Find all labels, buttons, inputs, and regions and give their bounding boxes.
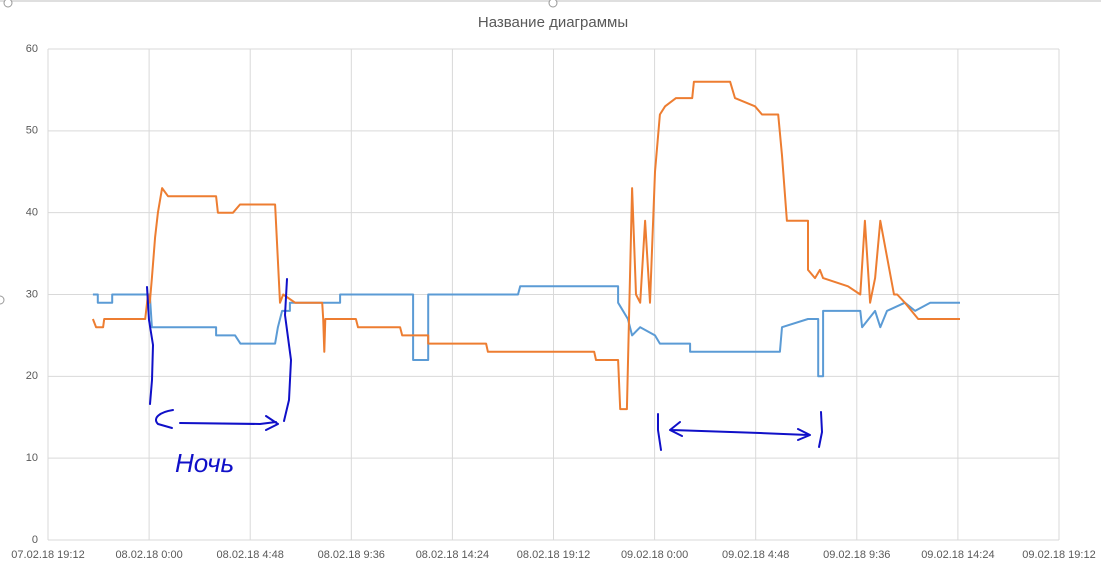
x-tick-label: 08.02.18 14:24	[416, 549, 489, 561]
hand-drawing: Ночь	[146, 278, 823, 478]
annotation: Ночь	[175, 448, 234, 478]
x-tick-label: 09.02.18 4:48	[722, 549, 789, 561]
y-tick-label: 10	[26, 452, 38, 464]
y-tick-label: 30	[26, 288, 38, 300]
resize-handle[interactable]	[0, 295, 5, 305]
y-tick-label: 50	[26, 125, 38, 137]
x-tick-label: 09.02.18 9:36	[823, 549, 890, 561]
resize-handle[interactable]	[3, 0, 13, 8]
x-tick-label: 08.02.18 0:00	[115, 549, 182, 561]
chart-title: Название диаграммы	[478, 14, 628, 31]
y-tick-label: 40	[26, 207, 38, 219]
resize-handle[interactable]	[548, 0, 558, 8]
x-tick-label: 08.02.18 9:36	[318, 549, 385, 561]
x-tick-label: 08.02.18 19:12	[517, 549, 590, 561]
x-tick-label: 08.02.18 4:48	[217, 549, 284, 561]
y-tick-label: 20	[26, 370, 38, 382]
plot-area	[91, 80, 960, 411]
grid: 0 10 20 30 40 50 60 07.02.18 19:12 08.02.18 0:00…	[11, 43, 1095, 561]
x-tick-label: 07.02.18 19:12	[11, 549, 84, 561]
x-tick-label: 09.02.18 0:00	[621, 549, 688, 561]
x-tick-label: 09.02.18 14:24	[921, 549, 994, 561]
x-tick-label: 09.02.18 19:12	[1022, 549, 1095, 561]
series-line	[92, 285, 960, 378]
series-line	[91, 80, 960, 411]
y-tick-label: 60	[26, 43, 38, 55]
y-tick-label: 0	[32, 534, 38, 546]
